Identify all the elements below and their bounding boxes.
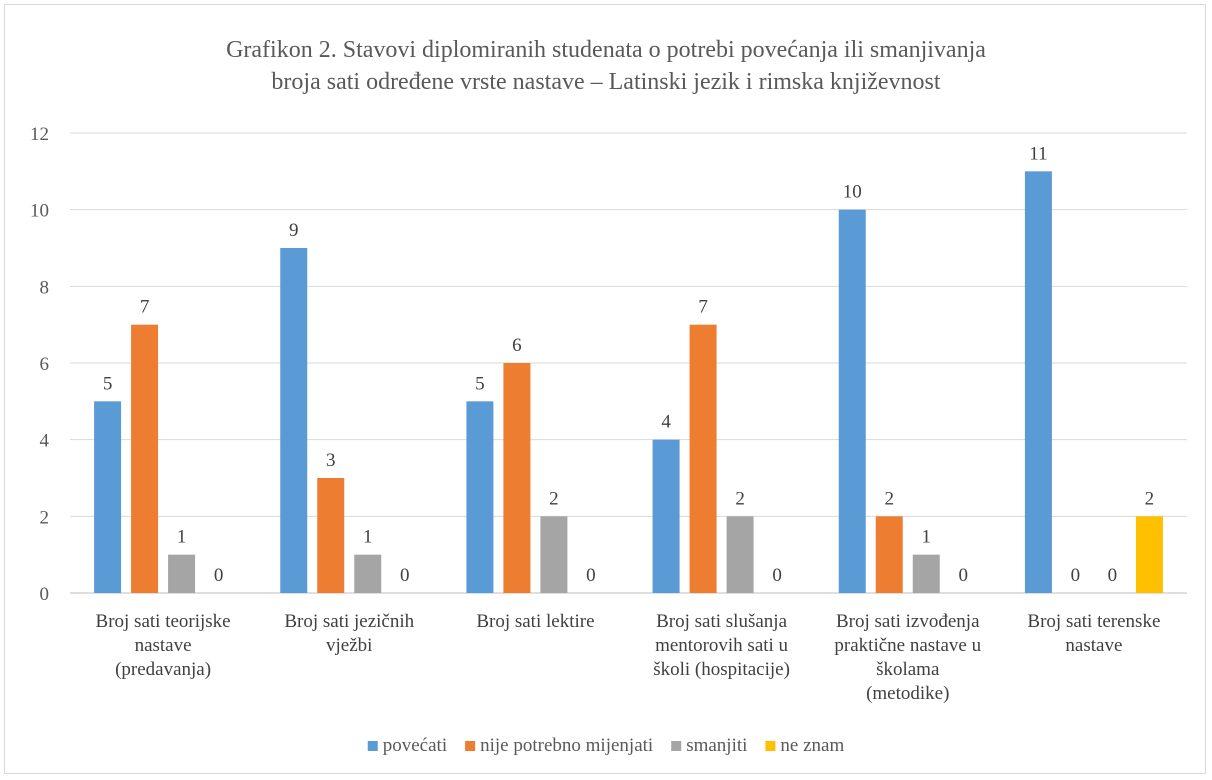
bar (875, 516, 903, 593)
data-label: 10 (843, 182, 862, 203)
y-tick-label: 8 (40, 277, 50, 298)
bar (131, 324, 159, 593)
legend-label: ne znam (780, 735, 844, 756)
legend: povećati nije potrebno mijenjati smanjiti n… (367, 735, 844, 756)
y-tick-label: 2 (40, 507, 50, 528)
category-label: Broj sati terenske nastave (1027, 611, 1160, 656)
category-label-line: Broj sati jezičnih (284, 611, 414, 632)
chart-title-line: Grafikon 2. Stavovi diplomiranih studena… (226, 37, 986, 63)
category-label: Broj sati lektire (476, 611, 594, 632)
gridlines (70, 132, 1187, 594)
data-label: 6 (512, 335, 522, 356)
bar (280, 248, 308, 593)
bar (726, 516, 754, 593)
data-label: 4 (661, 412, 671, 433)
category-label: Broj sati slušanja mentorovih sati u školi… (653, 611, 790, 680)
category-label-line: mentorovih sati u (655, 635, 788, 656)
data-label: 1 (922, 527, 932, 548)
bar (912, 554, 940, 593)
legend-swatch (671, 741, 682, 751)
data-label: 5 (103, 373, 113, 394)
data-label: 0 (772, 565, 782, 586)
y-tick-label: 4 (40, 431, 50, 452)
category-label: Broj sati teorijske nastave (predavanja) (96, 611, 231, 680)
category-label-line: vježbi (326, 635, 372, 656)
data-label: 5 (475, 373, 485, 394)
legend-label: povećati (383, 735, 447, 756)
category-label-line: Broj sati lektire (476, 611, 594, 632)
data-label: 1 (177, 527, 187, 548)
data-label: 7 (140, 297, 150, 318)
chart-title-line: broja sati određene vrste nastave – Lati… (271, 69, 940, 95)
y-tick-label: 10 (30, 201, 49, 222)
y-axis-ticks: 0 2 4 6 8 10 12 (30, 124, 50, 605)
chart-title: Grafikon 2. Stavovi diplomiranih studena… (226, 37, 986, 95)
data-label: 9 (289, 220, 299, 241)
category-label: Broj sati izvođenja praktične nastave u šk… (834, 611, 981, 704)
legend-swatch (465, 741, 476, 751)
category-label-line: Broj sati teorijske (96, 611, 231, 632)
bar (168, 554, 196, 593)
bar (1024, 171, 1052, 594)
category-label-line: praktične nastave u (834, 635, 981, 656)
data-label: 0 (214, 565, 224, 586)
bar (317, 478, 345, 593)
category-label-line: Broj sati izvođenja (836, 611, 980, 632)
data-label: 0 (1071, 565, 1081, 586)
data-label: 2 (549, 488, 559, 509)
data-label: 11 (1029, 143, 1047, 164)
legend-swatch (367, 741, 378, 751)
category-label-line: školama (876, 659, 940, 680)
bar (540, 516, 568, 593)
category-label-line: Broj sati slušanja (656, 611, 787, 632)
bar (1135, 516, 1163, 593)
category-label-line: Broj sati terenske (1027, 611, 1160, 632)
data-label: 7 (698, 297, 708, 318)
bar (838, 209, 866, 593)
y-tick-label: 0 (40, 584, 50, 605)
category-label-line: nastave (135, 635, 192, 656)
data-label: 2 (735, 488, 745, 509)
legend-label: smanjiti (686, 735, 747, 756)
bars (94, 171, 1163, 594)
y-tick-label: 6 (40, 354, 50, 375)
category-label-line: (predavanja) (115, 659, 211, 680)
chart-frame: Grafikon 2. Stavovi diplomiranih studena… (4, 4, 1206, 774)
category-label-line: (metodike) (866, 683, 949, 704)
data-label: 0 (586, 565, 596, 586)
bar (652, 439, 680, 593)
category-label: Broj sati jezičnih vježbi (284, 611, 414, 656)
bar (354, 554, 382, 593)
bar (94, 401, 122, 593)
bar (466, 401, 494, 593)
data-label: 3 (326, 450, 336, 471)
data-label: 2 (1145, 488, 1155, 509)
data-label: 0 (1108, 565, 1118, 586)
data-label: 0 (959, 565, 969, 586)
bar (689, 324, 717, 593)
data-label: 1 (363, 527, 373, 548)
data-label: 0 (400, 565, 410, 586)
category-label-line: nastave (1065, 635, 1122, 656)
data-label: 2 (885, 488, 895, 509)
legend-swatch (765, 741, 776, 751)
x-axis-categories: Broj sati teorijske nastave (predavanja)Br… (96, 611, 1161, 704)
bar-chart: Grafikon 2. Stavovi diplomiranih studena… (30, 37, 1187, 756)
legend-label: nije potrebno mijenjati (480, 735, 653, 756)
bar (503, 363, 531, 593)
y-tick-label: 12 (30, 124, 49, 145)
category-label-line: školi (hospitacije) (653, 659, 790, 680)
